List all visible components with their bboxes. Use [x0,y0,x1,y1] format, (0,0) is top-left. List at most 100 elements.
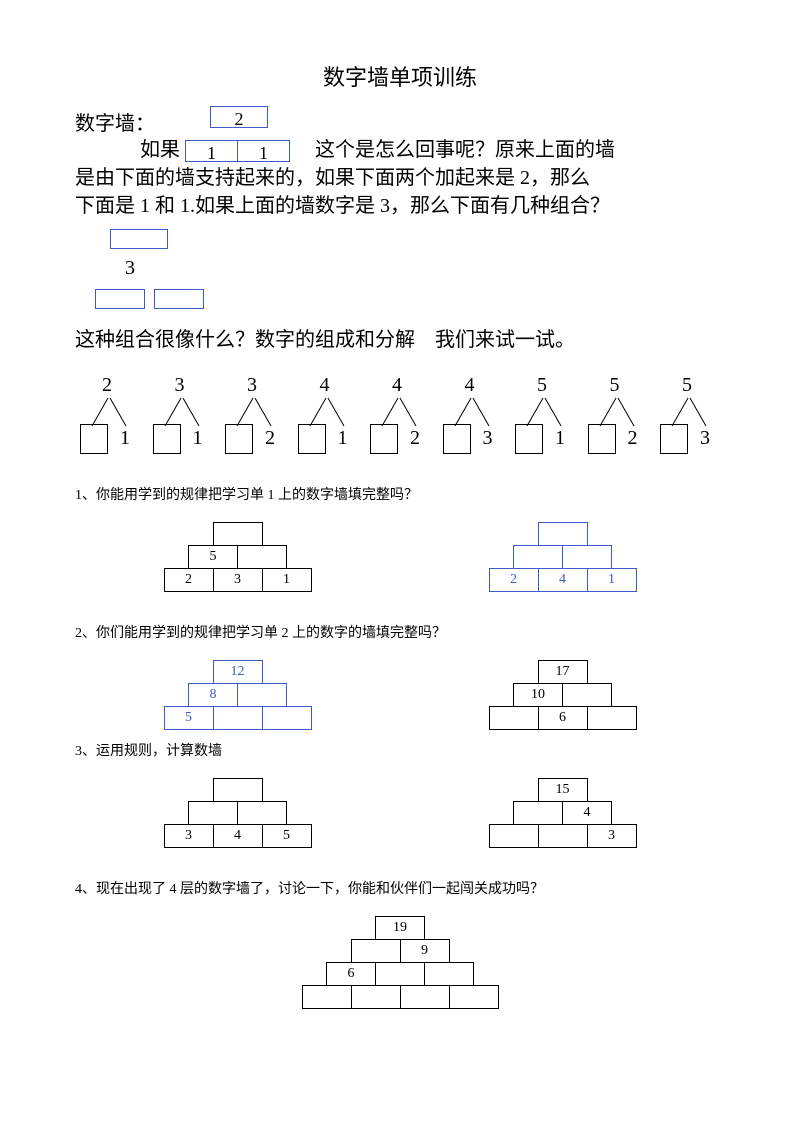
pyramid-cell: 3 [164,824,214,848]
pyramid-3a: 345 [164,778,312,848]
text-if: 如果 [140,139,180,161]
decomp-top: 4 [392,374,402,397]
pyramid-cell [375,962,425,986]
decomp-item: 4 1 [298,374,358,454]
pyramid-cell [513,545,563,569]
empty-top-box [110,229,168,249]
pyramid-cell [400,985,450,1009]
pyramid-cell: 2 [489,568,539,592]
empty-right-box [154,289,204,309]
pyramid-cell [562,683,612,707]
pyramid-row: 5 [164,707,312,730]
pyramid-cell: 2 [164,568,214,592]
decomp-item: 2 1 [80,374,140,454]
pyramid-row [164,778,312,802]
pyramid-row [489,522,637,546]
pyramid-row: 9 [302,940,499,963]
demo-top-box: 2 [210,106,268,128]
pyramid-row: 5 [164,546,312,569]
pyramid-cell: 8 [188,683,238,707]
text-line3: 是由下面的墙支持起来的，如果下面两个加起来是 2，那么 [75,164,725,192]
pyramid-3b: 1543 [489,778,637,848]
question-4: 4、现在出现了 4 层的数字墙了，讨论一下，你能和伙伴们一起闯关成功吗？ [75,878,725,898]
pyramid-cell [237,683,287,707]
text-line2b: 这个是怎么回事呢？原来上面的墙 [315,139,615,161]
pyramid-cell: 4 [213,824,263,848]
pyramid-cell [538,824,588,848]
pyramid-cell [538,522,588,546]
pyramid-cell: 9 [400,939,450,963]
decomp-top: 4 [320,374,330,397]
pyramid-cell: 6 [326,962,376,986]
pyramid-cell [587,706,637,730]
decomp-item: 3 2 [225,374,285,454]
pyramid-row: 8 [164,684,312,707]
pyramid-cell: 15 [538,778,588,802]
decomp-item: 5 1 [515,374,575,454]
pyramid-cell [562,545,612,569]
pyramid-row: 15 [489,778,637,802]
decomp-top: 4 [465,374,475,397]
text-line4: 下面是 1 和 1.如果上面的墙数字是 3，那么下面有几种组合？ [75,192,725,220]
pyramid-2a: 1285 [164,660,312,730]
pyramid-cell: 4 [538,568,588,592]
q2-pyramids: 1285 17106 [75,660,725,730]
question-3: 3、运用规则，计算数墙 [75,740,725,760]
decomp-top: 3 [175,374,185,397]
three-label: 3 [125,257,135,279]
pyramid-row: 3 [489,825,637,848]
decomp-top: 5 [537,374,547,397]
decomp-right-num: 1 [193,427,203,450]
intro-section: 数字墙： 2 如果 11 这个是怎么回事呢？原来上面的墙 是由下面的墙支持起来的… [75,110,725,354]
pyramid-cell [237,801,287,825]
question-2: 2、你们能用学到的规律把学习单 2 上的数字的墙填完整吗？ [75,622,725,642]
pyramid-row: 19 [302,916,499,940]
pyramid-row: 12 [164,660,312,684]
pyramid-cell [213,778,263,802]
decomp-right-num: 2 [628,427,638,450]
pyramid-row: 345 [164,825,312,848]
pyramid-row [164,802,312,825]
decomp-top: 5 [610,374,620,397]
q1-pyramids: 5231 241 [75,522,725,592]
pyramid-cell: 3 [213,568,263,592]
decomp-right-num: 2 [410,427,420,450]
pyramid-cell: 3 [587,824,637,848]
decomp-top: 5 [682,374,692,397]
pyramid-row: 17 [489,660,637,684]
decomp-right-num: 1 [555,427,565,450]
page-title: 数字墙单项训练 [75,60,725,92]
decomp-empty-box [660,424,688,454]
pyramid-cell [188,801,238,825]
pyramid-row: 6 [302,963,499,986]
pyramid-4: 1996 [302,916,499,1009]
pyramid-row: 241 [489,569,637,592]
pyramid-cell [489,706,539,730]
pyramid-cell [513,801,563,825]
decomp-empty-box [588,424,616,454]
empty-left-box [95,289,145,309]
pyramid-1b: 241 [489,522,637,592]
pyramid-row [302,986,499,1009]
pyramid-row: 4 [489,802,637,825]
pyramid-cell: 1 [587,568,637,592]
pyramid-cell: 1 [262,568,312,592]
demo-right-box: 1 [237,140,290,162]
decomp-right-num: 1 [120,427,130,450]
demo-left-box: 1 [185,140,238,162]
pyramid-cell [449,985,499,1009]
pyramid-cell: 19 [375,916,425,940]
decomp-empty-box [153,424,181,454]
decomp-item: 3 1 [153,374,213,454]
pyramid-cell [237,545,287,569]
decomp-item: 4 3 [443,374,503,454]
pyramid-cell [262,706,312,730]
pyramid-cell: 5 [188,545,238,569]
decomp-top: 3 [247,374,257,397]
pyramid-cell [351,985,401,1009]
decomp-top: 2 [102,374,112,397]
decomp-right-num: 3 [483,427,493,450]
pyramid-cell [213,706,263,730]
pyramid-cell: 6 [538,706,588,730]
pyramid-cell: 4 [562,801,612,825]
